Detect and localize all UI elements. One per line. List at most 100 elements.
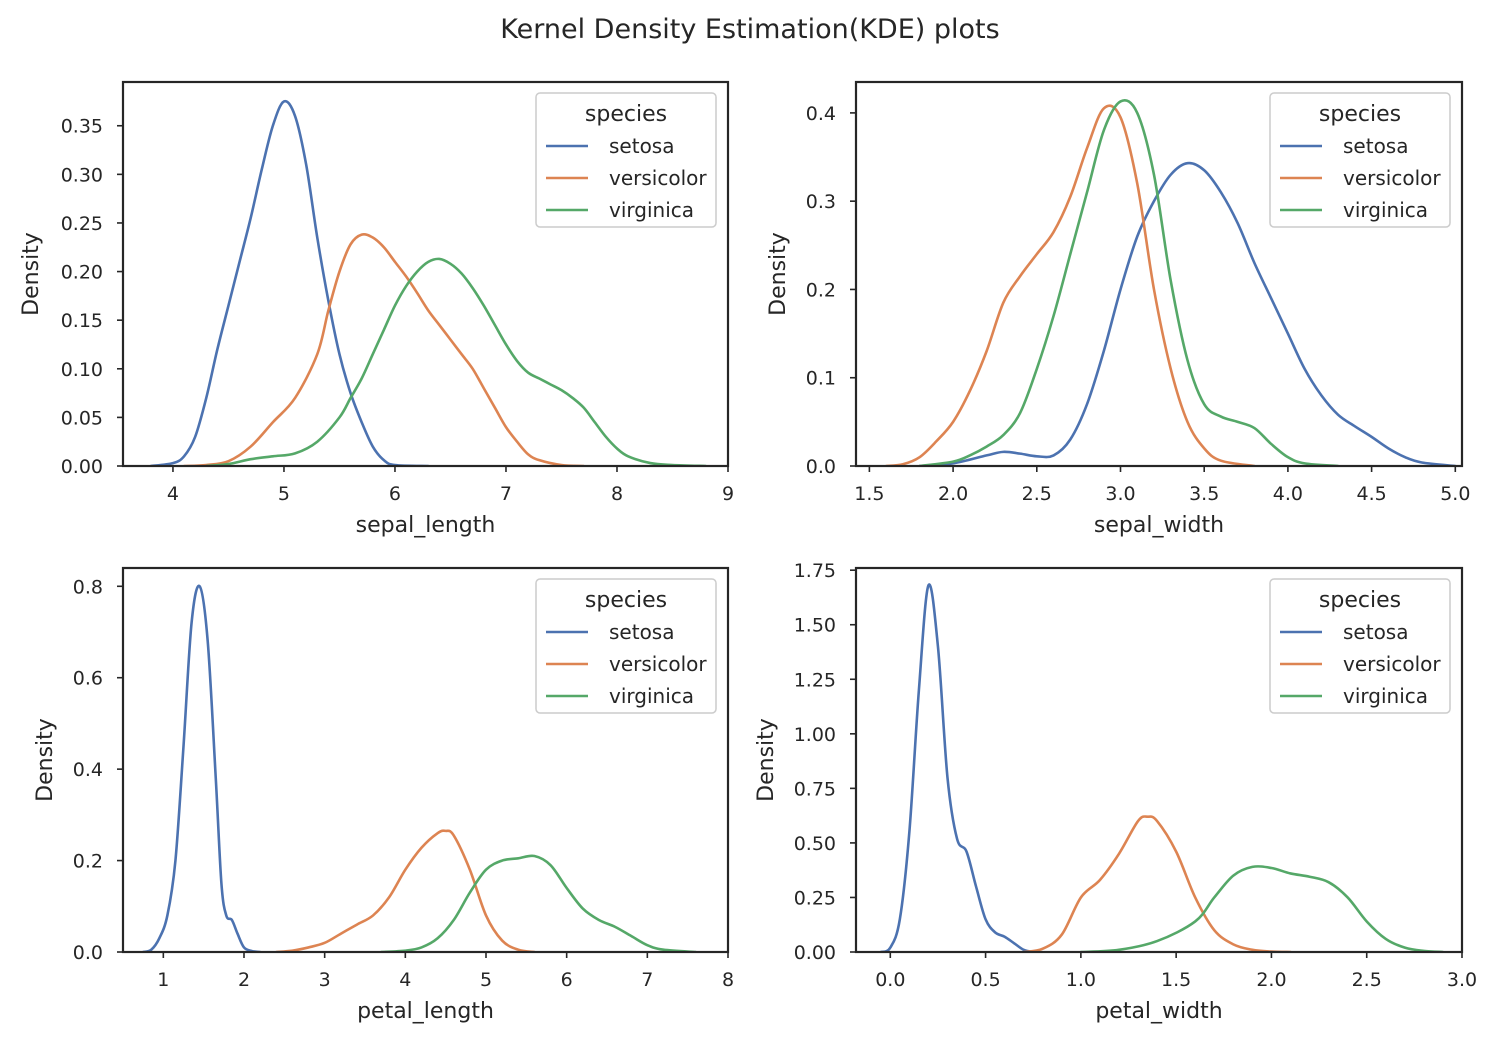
legend-title: species xyxy=(585,102,667,127)
legend-label-versicolor: versicolor xyxy=(609,166,707,190)
kde-line-setosa xyxy=(141,584,262,952)
x-tick-label: 8 xyxy=(722,969,734,991)
kde-curves xyxy=(879,583,1445,952)
legend-title: species xyxy=(585,588,667,613)
x-tick-label: 4 xyxy=(167,483,179,505)
subplot-petal-length: 1 2 3 4 5 6 7 8 0.0 0.2 0.4 0.6 0.8 petal_length Densi… xyxy=(33,566,734,1024)
subplot-sepal-width: 1.5 2.0 2.5 3.0 3.5 4.0 4.5 5.0 0.0 0.1 0.2 0.3 0.4 s… xyxy=(766,80,1470,538)
legend-label-virginica: virginica xyxy=(1343,684,1428,708)
axes-frame xyxy=(121,566,730,954)
y-tick-label: 0.30 xyxy=(61,164,103,186)
x-tick-label: 2.0 xyxy=(1256,969,1286,991)
x-tick-label: 1.5 xyxy=(854,483,884,505)
x-tick-label: 2.5 xyxy=(1352,969,1382,991)
legend-label-setosa: setosa xyxy=(609,134,674,158)
y-tick-label: 1.50 xyxy=(794,615,836,637)
x-tick-label: 4.5 xyxy=(1356,483,1386,505)
kde-line-versicolor xyxy=(182,233,585,466)
subplot-sepal-length: 4 5 6 7 8 9 0.00 0.05 0.10 0.15 0.20 0.25 0.30 0.35 se… xyxy=(19,80,734,538)
x-tick-label: 3.5 xyxy=(1189,483,1219,505)
x-tick-label: 3.0 xyxy=(1105,483,1135,505)
y-tick-label: 0.15 xyxy=(61,310,103,332)
legend-label-virginica: virginica xyxy=(609,198,694,222)
kde-line-virginica xyxy=(379,854,698,952)
x-tick-label: 2 xyxy=(238,969,250,991)
legend-label-setosa: setosa xyxy=(1343,134,1408,158)
legend-title: species xyxy=(1319,102,1401,127)
legend-label-setosa: setosa xyxy=(609,620,674,644)
kde-line-virginica xyxy=(1079,865,1445,952)
x-tick-label: 8 xyxy=(611,483,623,505)
y-tick-label: 0.0 xyxy=(73,942,103,964)
x-axis-label: sepal_length xyxy=(356,513,496,538)
figure-title: Kernel Density Estimation(KDE) plots xyxy=(500,14,1000,45)
legend-label-versicolor: versicolor xyxy=(609,652,707,676)
x-tick-label: 7 xyxy=(500,483,512,505)
y-tick-label: 0.00 xyxy=(794,942,836,964)
x-tick-label: 4.0 xyxy=(1273,483,1303,505)
legend-label-setosa: setosa xyxy=(1343,620,1408,644)
y-axis-label: Density xyxy=(33,718,58,802)
y-tick-label: 0.4 xyxy=(73,759,103,781)
legend-box xyxy=(535,578,717,714)
kde-line-setosa xyxy=(918,161,1457,466)
legend-label-versicolor: versicolor xyxy=(1343,166,1441,190)
legend-box xyxy=(535,92,717,228)
x-tick-label: 1.5 xyxy=(1161,969,1191,991)
subplot-petal-width: 0.0 0.5 1.0 1.5 2.0 2.5 3.0 0.00 0.25 0.50 0.75 1.0… xyxy=(754,560,1477,1024)
y-tick-label: 1.00 xyxy=(794,724,836,746)
kde-line-versicolor xyxy=(274,829,536,952)
axes-frame xyxy=(854,80,1464,468)
x-tick-label: 1.0 xyxy=(1066,969,1096,991)
y-tick-label: 0.50 xyxy=(794,833,836,855)
x-tick-label: 2.5 xyxy=(1022,483,1052,505)
legend: species setosa versicolor virginica xyxy=(535,578,717,714)
legend: species setosa versicolor virginica xyxy=(1269,92,1451,228)
y-tick-label: 0.10 xyxy=(61,359,103,381)
y-tick-label: 0.05 xyxy=(61,407,103,429)
y-tick-label: 0.6 xyxy=(73,668,103,690)
kde-curves xyxy=(149,99,708,466)
legend-box xyxy=(1269,92,1451,228)
x-tick-label: 0.0 xyxy=(875,969,905,991)
y-axis-label: Density xyxy=(754,718,779,802)
y-tick-label: 0.75 xyxy=(794,778,836,800)
kde-line-versicolor xyxy=(884,104,1256,466)
x-tick-label: 0.5 xyxy=(970,969,1000,991)
y-tick-label: 0.25 xyxy=(61,213,103,235)
legend-label-virginica: virginica xyxy=(609,684,694,708)
x-tick-label: 3.0 xyxy=(1447,969,1477,991)
legend: species setosa versicolor virginica xyxy=(535,92,717,228)
y-axis-label: Density xyxy=(19,232,44,316)
kde-line-virginica xyxy=(918,98,1340,466)
y-tick-label: 0.3 xyxy=(806,191,836,213)
x-tick-label: 1 xyxy=(157,969,169,991)
x-tick-label: 4 xyxy=(399,969,411,991)
x-tick-label: 9 xyxy=(722,483,734,505)
y-axis-label: Density xyxy=(766,232,791,316)
y-tick-label: 1.25 xyxy=(794,669,836,691)
legend-title: species xyxy=(1319,588,1401,613)
y-tick-label: 0.0 xyxy=(806,456,836,478)
y-tick-label: 0.2 xyxy=(806,279,836,301)
kde-line-virginica xyxy=(204,257,708,466)
legend-label-virginica: virginica xyxy=(1343,198,1428,222)
x-tick-label: 6 xyxy=(561,969,573,991)
y-tick-label: 0.00 xyxy=(61,456,103,478)
y-tick-label: 1.75 xyxy=(794,560,836,582)
x-tick-label: 3 xyxy=(319,969,331,991)
kde-line-setosa xyxy=(879,583,1035,952)
x-axis-label: sepal_width xyxy=(1094,513,1224,538)
y-tick-label: 0.25 xyxy=(794,887,836,909)
x-axis-label: petal_width xyxy=(1095,999,1222,1024)
y-tick-label: 0.8 xyxy=(73,576,103,598)
x-tick-label: 2.0 xyxy=(938,483,968,505)
x-tick-label: 5 xyxy=(278,483,290,505)
axes-frame xyxy=(854,566,1464,954)
kde-curves xyxy=(141,584,698,952)
legend-label-versicolor: versicolor xyxy=(1343,652,1441,676)
x-tick-label: 6 xyxy=(389,483,401,505)
axes-frame xyxy=(121,80,730,468)
